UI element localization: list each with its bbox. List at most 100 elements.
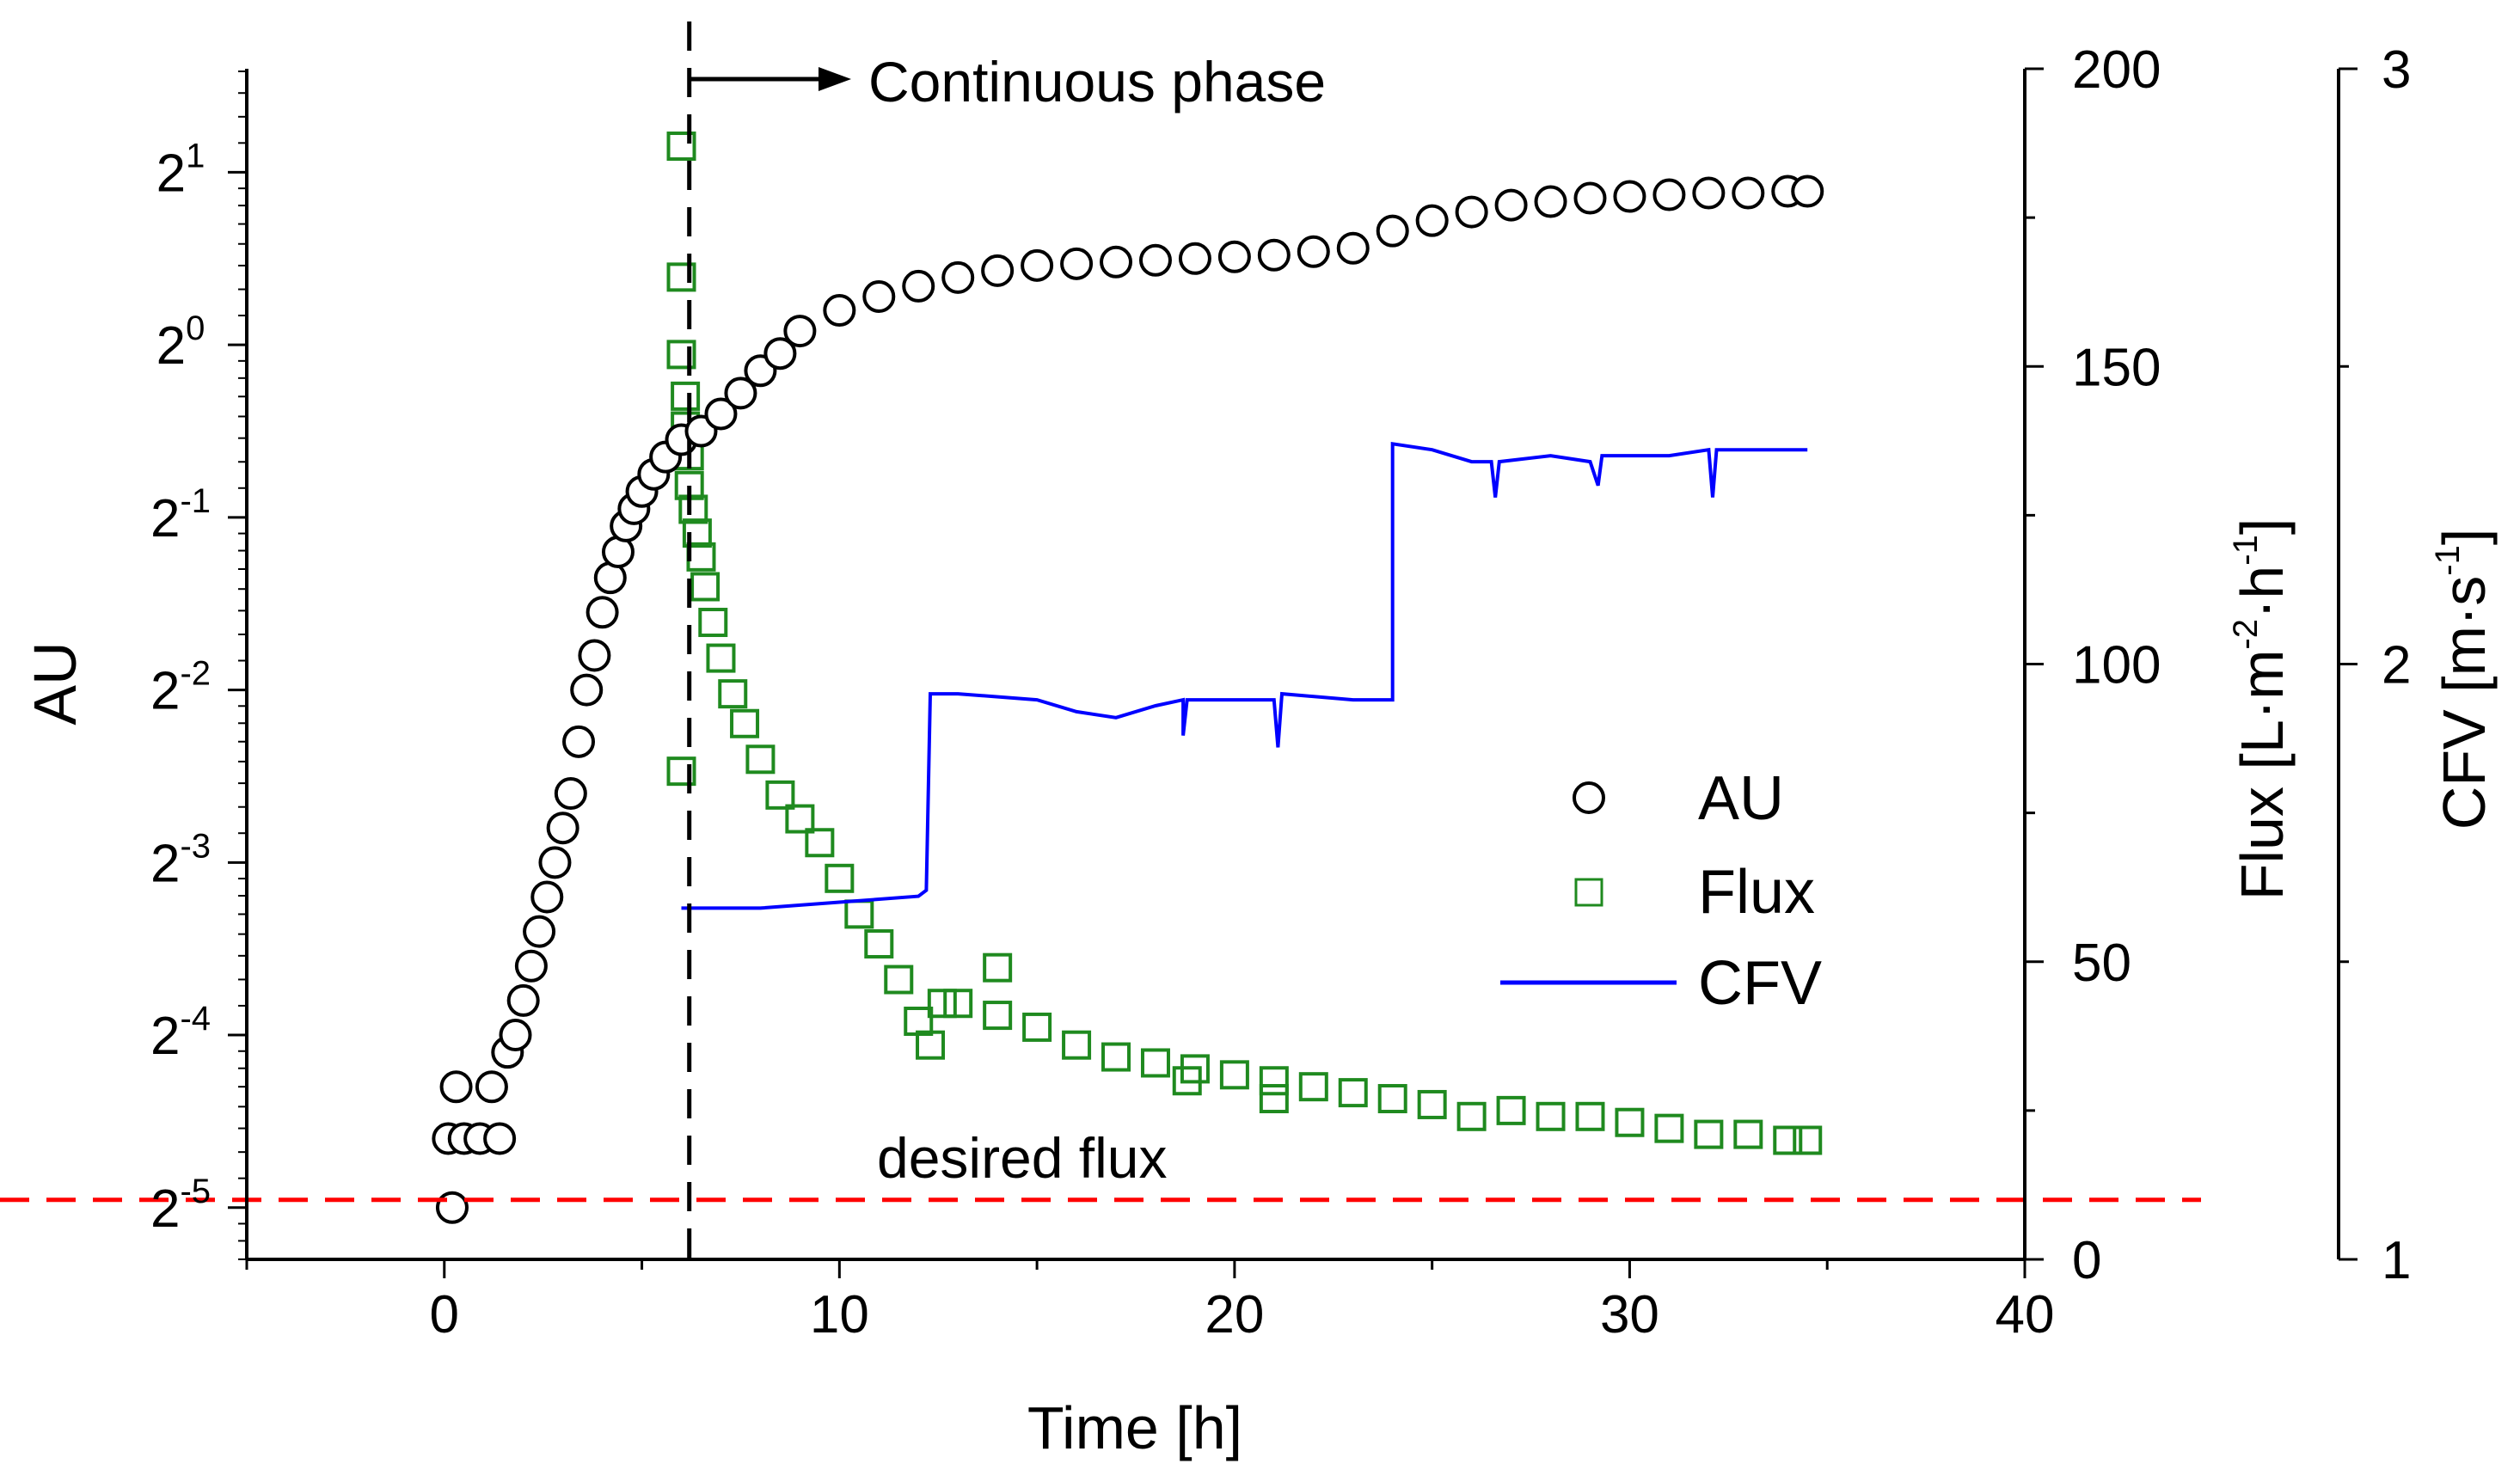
cfv-tick-label: 2 xyxy=(2382,636,2411,695)
cfv-axis-title: CFV [m·s-1] xyxy=(2429,529,2498,830)
legend-flux-marker xyxy=(1574,878,1603,907)
legend: AU Flux CFV xyxy=(1500,764,1822,1018)
au-point xyxy=(941,260,975,294)
flux-point xyxy=(1219,1060,1249,1090)
phase-annotation: Continuous phase xyxy=(688,50,1326,113)
flux-point xyxy=(666,340,696,370)
au-point xyxy=(862,279,896,313)
flux-point xyxy=(666,262,696,292)
au-point xyxy=(530,880,564,914)
flux-point xyxy=(844,899,874,929)
flux-outlier-point xyxy=(983,952,1013,983)
flux-title-main: Flux [L·m xyxy=(2229,650,2296,901)
flux-point xyxy=(730,708,760,738)
x-tick-label: 40 xyxy=(1996,1285,2055,1344)
flux-point xyxy=(666,132,696,162)
flux-point xyxy=(1022,1012,1052,1042)
au-point xyxy=(1297,235,1330,268)
au-point xyxy=(435,1191,469,1224)
flux-outlier-point xyxy=(1259,1084,1289,1114)
flux-title-end: ] xyxy=(2229,518,2296,535)
x-tick-label: 30 xyxy=(1600,1285,1659,1344)
flux-point xyxy=(690,572,720,602)
flux-point xyxy=(916,1030,946,1060)
au-point xyxy=(562,725,596,758)
au-point xyxy=(1021,248,1054,282)
au-point xyxy=(1455,195,1488,229)
flux-point xyxy=(1377,1084,1407,1114)
au-point xyxy=(1573,181,1607,215)
flux-tick-label: 150 xyxy=(2072,338,2161,397)
flux-point xyxy=(1654,1113,1684,1143)
phase-label: Continuous phase xyxy=(868,50,1326,113)
cfv-title-main: CFV [m·s xyxy=(2431,576,2498,830)
left-tick-exp: -2 xyxy=(180,655,211,693)
left-tick-exp: 0 xyxy=(186,309,205,347)
au-point xyxy=(1534,185,1567,218)
flux-tick-label: 100 xyxy=(2072,636,2161,695)
au-point xyxy=(981,254,1015,287)
au-point xyxy=(546,811,579,845)
left-tick-base: 2 xyxy=(150,834,180,893)
flux-point xyxy=(1615,1107,1645,1137)
flux-point xyxy=(884,965,914,995)
left-axis-title: AU xyxy=(21,641,89,725)
au-point xyxy=(823,294,856,328)
x-tick-label: 20 xyxy=(1205,1285,1264,1344)
left-tick-label: 2-3 xyxy=(150,827,211,893)
flux-point xyxy=(1536,1101,1566,1131)
left-tick-label: 21 xyxy=(156,137,205,203)
flux-title-sup1: -2 xyxy=(2227,619,2265,650)
flux-point xyxy=(785,804,815,834)
phase-arrow-head xyxy=(819,67,851,91)
au-point xyxy=(902,269,935,303)
x-axis: 0 10 20 30 40 xyxy=(245,1258,2055,1344)
flux-point xyxy=(1733,1119,1763,1149)
left-tick-exp: 1 xyxy=(186,137,205,175)
au-point xyxy=(506,983,540,1017)
flux-point xyxy=(1773,1125,1803,1155)
reference-lines xyxy=(0,21,2201,1259)
au-point xyxy=(499,1019,532,1052)
plot-marks xyxy=(432,132,1824,1224)
cfv-axis: 1 2 3 xyxy=(2337,40,2411,1290)
flux-point xyxy=(805,828,835,858)
left-tick-base: 2 xyxy=(150,489,180,548)
left-tick-base: 2 xyxy=(156,144,186,203)
flux-point xyxy=(678,494,708,524)
au-point xyxy=(586,596,619,629)
flux-point xyxy=(1793,1125,1823,1155)
flux-point xyxy=(1417,1089,1447,1119)
au-point xyxy=(514,949,548,983)
au-point xyxy=(483,1122,517,1155)
au-point xyxy=(439,1070,473,1104)
au-point xyxy=(704,397,738,431)
flux-title-mid: ·h xyxy=(2229,566,2296,619)
au-point xyxy=(1613,180,1646,213)
flux-point xyxy=(671,381,701,411)
au-point xyxy=(1178,242,1211,275)
left-tick-label: 2-4 xyxy=(150,1000,211,1066)
au-point xyxy=(1257,238,1291,272)
flux-tick-label: 50 xyxy=(2072,934,2131,993)
flux-axis-title: Flux [L·m-2·h-1] xyxy=(2227,518,2296,901)
au-point xyxy=(1415,204,1449,237)
x-tick-label: 10 xyxy=(810,1285,869,1344)
flux-outlier-point xyxy=(1172,1066,1202,1096)
au-point xyxy=(1652,178,1686,211)
au-point xyxy=(1060,247,1094,280)
left-tick-label: 2-1 xyxy=(150,482,211,548)
flux-point xyxy=(825,863,855,893)
au-point xyxy=(523,915,556,948)
au-point xyxy=(578,639,611,672)
flux-point xyxy=(698,608,728,638)
left-tick-exp: -4 xyxy=(180,1000,211,1038)
flux-point xyxy=(864,928,894,958)
x-tick-label: 0 xyxy=(430,1285,459,1344)
flux-outlier-point xyxy=(666,756,696,787)
flux-point xyxy=(1298,1072,1328,1102)
cfv-tick-label: 3 xyxy=(2382,40,2411,100)
au-point xyxy=(1336,231,1370,265)
